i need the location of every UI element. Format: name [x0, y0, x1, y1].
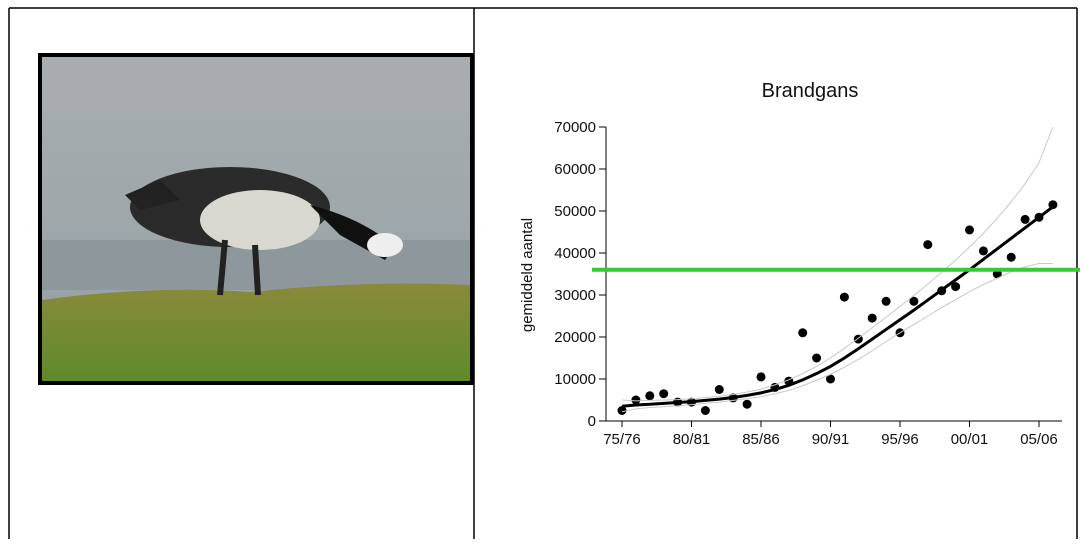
y-tick-label: 0 — [588, 413, 596, 430]
data-point — [756, 372, 766, 382]
data-point — [1006, 252, 1016, 262]
data-point — [714, 385, 724, 394]
data-point — [826, 374, 835, 384]
x-tick-label: 05/06 — [1020, 431, 1058, 448]
y-tick-label: 40000 — [554, 245, 596, 262]
y-tick-label: 70000 — [554, 119, 596, 136]
data-point — [617, 406, 627, 415]
grass — [42, 283, 470, 381]
x-tick-label: 85/86 — [742, 431, 780, 448]
chart-title: Brandgans — [762, 80, 859, 102]
x-tick-label: 80/81 — [673, 431, 711, 448]
goose-tail — [125, 180, 180, 210]
x-tick-label: 95/96 — [881, 431, 919, 448]
goose-leg — [217, 239, 228, 296]
goose-leg — [252, 244, 261, 296]
data-point — [867, 313, 877, 323]
data-point — [1020, 214, 1030, 224]
data-point — [659, 389, 669, 399]
y-tick-label: 30000 — [554, 287, 596, 304]
data-point — [923, 240, 933, 250]
data-point — [839, 292, 849, 302]
data-point — [909, 296, 919, 306]
data-point — [881, 296, 891, 306]
goose-belly — [200, 190, 320, 250]
data-point — [978, 246, 988, 256]
data-point — [700, 406, 710, 415]
data-point — [631, 395, 641, 405]
data-point — [798, 328, 808, 338]
trend-line — [621, 205, 1054, 408]
confidence-band — [621, 126, 1054, 402]
data-point — [965, 225, 974, 235]
data-point — [645, 391, 655, 401]
y-tick-label: 50000 — [554, 203, 596, 220]
data-point — [742, 399, 752, 409]
data-point — [812, 353, 822, 363]
y-axis-label: gemiddeld aantal — [519, 218, 536, 332]
x-tick-label: 75/76 — [603, 431, 641, 448]
x-tick-label: 00/01 — [951, 431, 989, 448]
x-tick-label: 90/91 — [812, 431, 850, 448]
goose-face — [367, 233, 403, 257]
data-point — [951, 282, 961, 292]
goose-photo — [38, 53, 474, 385]
y-tick-label: 20000 — [554, 329, 596, 346]
y-tick-label: 60000 — [554, 161, 596, 178]
y-tick-label: 10000 — [554, 371, 596, 388]
confidence-band — [621, 263, 1053, 413]
